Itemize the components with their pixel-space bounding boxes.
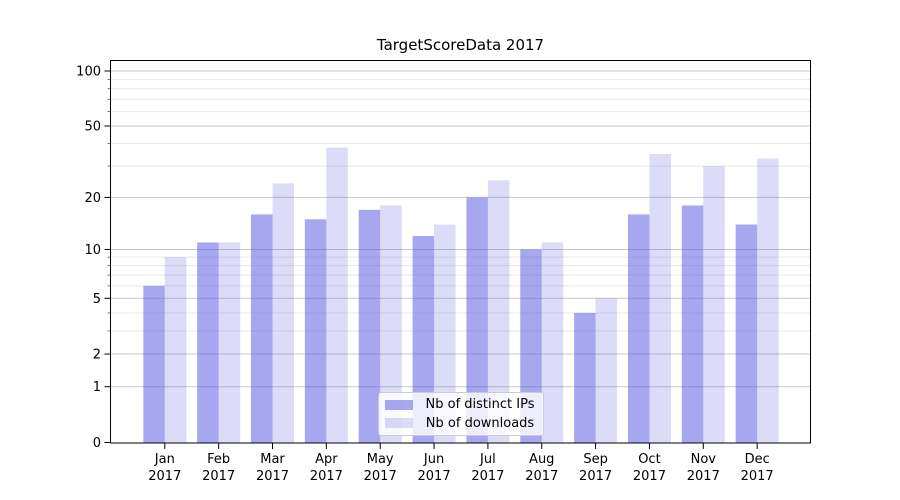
y-tick-label: 0	[93, 436, 101, 451]
x-tick-label-year: 2017	[148, 469, 181, 484]
bar-downloads-jan	[164, 257, 187, 443]
bar-distinct-ips-jul	[466, 197, 488, 443]
bar-distinct-ips-dec	[735, 224, 758, 443]
x-tick-label-year: 2017	[471, 469, 504, 484]
plot-spines	[110, 60, 811, 444]
x-tick-label-year: 2017	[633, 469, 666, 484]
bar-distinct-ips-feb	[197, 242, 219, 443]
bar-downloads-mar	[272, 183, 294, 443]
bar-downloads-oct	[649, 154, 671, 443]
bar-downloads-nov	[703, 166, 725, 443]
x-tick-label-year: 2017	[579, 469, 612, 484]
legend-swatch-distinct-ips	[385, 399, 413, 410]
bar-distinct-ips-may	[358, 209, 381, 443]
x-tick-label-month: Mar	[260, 452, 285, 467]
x-tick-label-year: 2017	[525, 469, 558, 484]
x-tick-label-month: Oct	[638, 452, 660, 467]
x-tick-label-month: Feb	[207, 452, 230, 467]
bar-downloads-aug	[541, 242, 564, 443]
x-tick-label-month: Dec	[745, 452, 770, 467]
x-tick-label-year: 2017	[202, 469, 235, 484]
bar-downloads-dec	[757, 158, 779, 443]
legend: Nb of distinct IPs Nb of downloads	[378, 392, 544, 436]
bar-downloads-jun	[434, 224, 456, 443]
x-tick-label-month: Sep	[583, 452, 608, 467]
x-tick-label-year: 2017	[687, 469, 720, 484]
x-tick-label-month: Jan	[154, 452, 175, 467]
x-tick-label-year: 2017	[418, 469, 451, 484]
x-tick-label-year: 2017	[256, 469, 289, 484]
chart-title: TargetScoreData 2017	[376, 36, 545, 54]
y-tick-label: 100	[76, 64, 101, 79]
x-tick-label-month: Nov	[691, 452, 717, 467]
bar-distinct-ips-oct	[627, 214, 650, 443]
y-tick-label: 50	[84, 119, 101, 134]
x-tick-label-year: 2017	[741, 469, 774, 484]
legend-swatch-downloads	[385, 418, 413, 429]
legend-item-distinct-ips: Nb of distinct IPs	[385, 396, 535, 414]
y-tick-label: 2	[93, 348, 101, 363]
bar-downloads-apr	[326, 147, 348, 443]
bar-downloads-may	[380, 205, 402, 443]
legend-item-downloads: Nb of downloads	[385, 414, 535, 432]
bar-distinct-ips-jun	[412, 236, 435, 443]
bar-downloads-jul	[487, 180, 510, 443]
y-tick-label: 1	[93, 380, 101, 395]
x-tick-label-year: 2017	[364, 469, 397, 484]
y-tick-label: 10	[84, 243, 101, 258]
bar-downloads-feb	[218, 242, 241, 443]
y-tick-label: 5	[93, 292, 101, 307]
bar-distinct-ips-sep	[574, 312, 596, 443]
bar-distinct-ips-apr	[304, 219, 327, 443]
x-tick-label-month: Aug	[529, 452, 554, 467]
x-tick-label-year: 2017	[310, 469, 343, 484]
x-tick-label-month: Jun	[423, 452, 444, 467]
x-tick-label-month: Jul	[479, 452, 496, 467]
bar-downloads-sep	[595, 298, 618, 443]
y-tick-label: 20	[84, 191, 101, 206]
bar-distinct-ips-jan	[143, 285, 165, 443]
legend-label-downloads: Nb of downloads	[425, 415, 535, 431]
bar-distinct-ips-mar	[251, 214, 273, 443]
x-tick-label-month: May	[367, 452, 394, 467]
legend-label-distinct-ips: Nb of distinct IPs	[425, 397, 535, 413]
x-tick-label-month: Apr	[315, 452, 338, 467]
bar-distinct-ips-nov	[681, 205, 704, 443]
